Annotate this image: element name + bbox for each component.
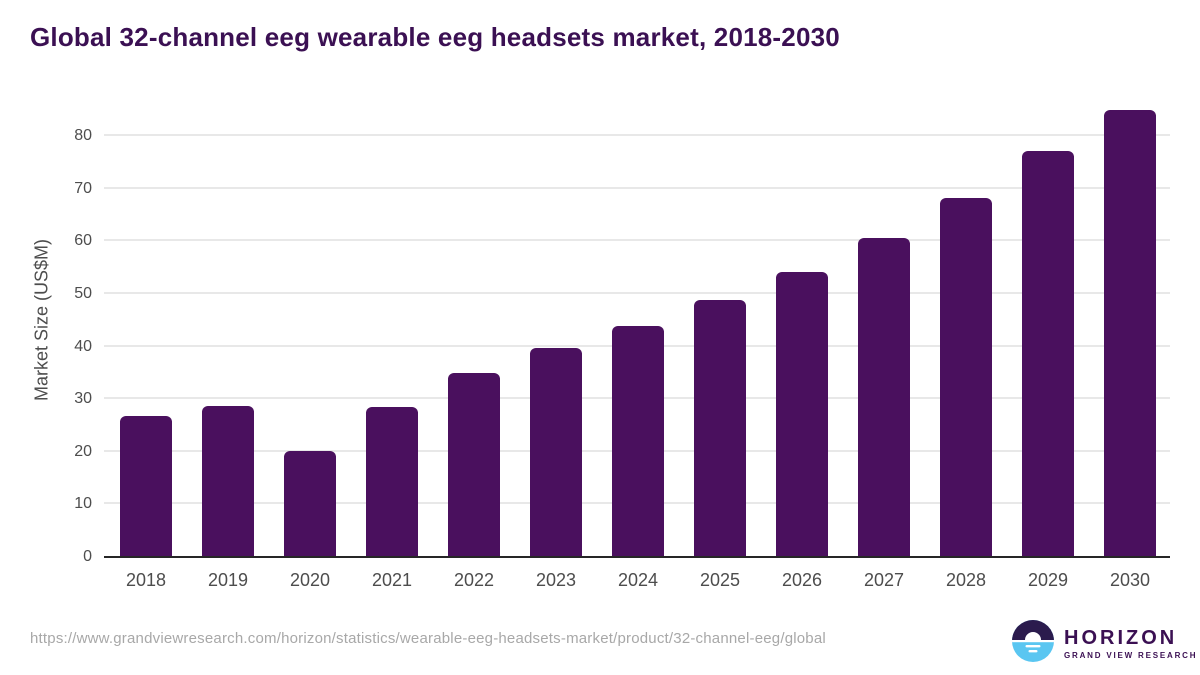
horizon-logo: HORIZON GRAND VIEW RESEARCH <box>1012 620 1197 667</box>
x-tick-label-2022: 2022 <box>453 570 495 590</box>
bar-2029 <box>1022 151 1074 557</box>
x-tick-label-2023: 2023 <box>535 570 577 590</box>
bar-2025 <box>694 300 746 557</box>
gridline-60 <box>104 239 1170 242</box>
bar-2024 <box>612 325 664 557</box>
y-tick-label-20: 20 <box>74 442 92 460</box>
bar-2030 <box>1104 110 1156 557</box>
x-tick-label-2020: 2020 <box>289 570 331 590</box>
x-tick-label-2021: 2021 <box>371 570 413 590</box>
x-tick-label-2018: 2018 <box>125 570 167 590</box>
y-tick-label-10: 10 <box>74 495 92 513</box>
bar-2028 <box>940 197 992 557</box>
source-url: https://www.grandviewresearch.com/horizo… <box>30 630 826 647</box>
gridline-50 <box>104 292 1170 294</box>
bar-2018 <box>120 416 172 557</box>
y-tick-label-80: 80 <box>74 127 92 145</box>
gridline-80 <box>104 134 1170 137</box>
y-axis-title: Market Size (US$M) <box>31 238 52 402</box>
y-tick-label-30: 30 <box>74 390 92 408</box>
gridline-70 <box>104 186 1170 189</box>
bar-2023 <box>530 347 582 557</box>
y-tick-label-60: 60 <box>74 232 92 250</box>
bar-2020 <box>284 451 336 557</box>
logo-text-block: HORIZON GRAND VIEW RESEARCH <box>1064 627 1197 661</box>
x-tick-label-2019: 2019 <box>207 570 249 590</box>
x-axis-line <box>104 556 1170 558</box>
y-tick-label-40: 40 <box>74 337 92 355</box>
x-tick-label-2029: 2029 <box>1027 570 1069 590</box>
horizon-logo-icon <box>1012 620 1054 667</box>
x-tick-label-2025: 2025 <box>699 570 741 590</box>
plot-area <box>104 100 1170 557</box>
y-tick-label-0: 0 <box>83 548 92 565</box>
bar-2019 <box>202 405 254 557</box>
logo-subtitle-text: GRAND VIEW RESEARCH <box>1064 650 1198 660</box>
y-tick-label-50: 50 <box>74 285 92 302</box>
x-tick-label-2024: 2024 <box>617 570 659 590</box>
x-tick-label-2027: 2027 <box>863 570 905 590</box>
bar-2021 <box>366 406 418 557</box>
bar-2026 <box>776 271 828 557</box>
bar-2022 <box>448 373 500 557</box>
x-tick-label-2028: 2028 <box>945 570 987 590</box>
chart-title: Global 32-channel eeg wearable eeg heads… <box>30 22 840 52</box>
y-tick-label-70: 70 <box>74 179 92 197</box>
x-tick-label-2030: 2030 <box>1109 570 1151 590</box>
bar-2027 <box>858 237 910 557</box>
logo-brand-text: HORIZON <box>1064 626 1178 649</box>
x-tick-label-2026: 2026 <box>781 570 823 590</box>
